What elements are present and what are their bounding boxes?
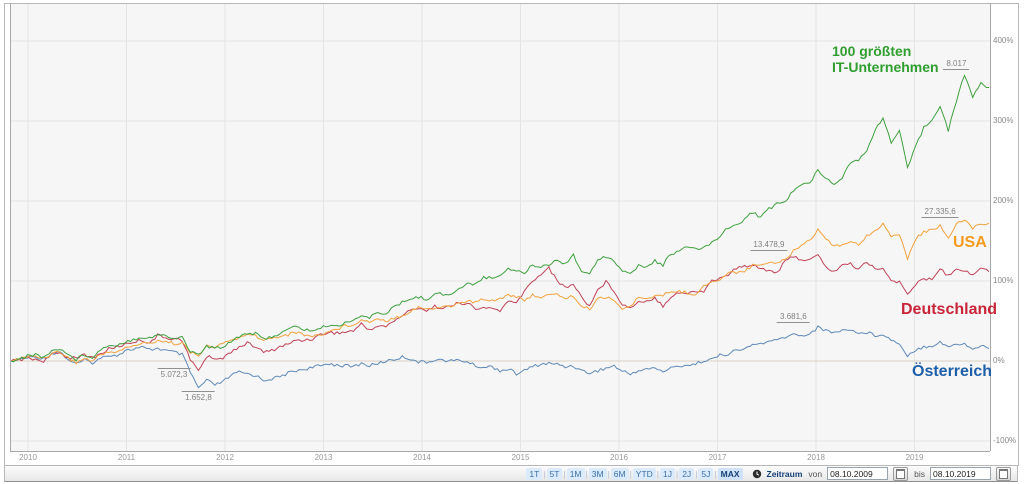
y-axis-label: 400% — [993, 36, 1014, 45]
value-annotation: 27.335,6 — [921, 207, 959, 218]
range-button-5t[interactable]: 5T — [546, 467, 563, 480]
series-label-line: USA — [953, 234, 987, 251]
von-label: von — [808, 468, 823, 479]
button-separator: | — [656, 468, 659, 479]
button-separator: | — [675, 468, 679, 479]
x-axis-label: 2015 — [511, 453, 530, 462]
range-button-1t[interactable]: 1T — [526, 467, 543, 480]
button-separator: | — [585, 468, 588, 479]
y-axis-label: 300% — [993, 116, 1014, 125]
button-separator: | — [714, 468, 717, 479]
series-label--sterreich: Österreich — [912, 363, 992, 381]
range-button-5j[interactable]: 5J — [698, 467, 714, 480]
series-label-usa: USA — [953, 234, 987, 252]
range-button-3m[interactable]: 3M — [588, 467, 607, 480]
button-separator: | — [563, 468, 566, 479]
y-axis-label: -100% — [993, 436, 1017, 445]
series-label-deutschland: Deutschland — [901, 301, 997, 319]
range-button-2j[interactable]: 2J — [679, 467, 695, 480]
series-label-line: IT-Unternehmen — [832, 59, 939, 75]
button-separator: | — [543, 468, 546, 479]
bis-date-input[interactable] — [930, 467, 991, 480]
range-button-1j[interactable]: 1J — [660, 467, 675, 480]
y-axis-label: 200% — [993, 196, 1014, 205]
x-axis-label: 2014 — [413, 453, 431, 462]
von-date-input[interactable] — [827, 467, 889, 480]
series-line-100-gr-ten-it-unternehmen — [11, 74, 989, 363]
button-separator: | — [695, 468, 698, 479]
chart-toolbar: 1T | 5T | 1M | 3M | 6M | YTD | 1J | 2J | 5J | MAX Zeitraum… — [4, 466, 1018, 482]
x-axis-label: 2012 — [216, 453, 234, 462]
calendar-icon — [999, 468, 1008, 479]
range-button-1m[interactable]: 1M — [566, 467, 585, 480]
series-label-line: Österreich — [912, 363, 993, 380]
button-separator: | — [629, 468, 632, 479]
button-separator: | — [607, 468, 610, 479]
range-button-6m[interactable]: 6M — [610, 467, 629, 480]
zeitraum-label: Zeitraum — [766, 468, 803, 479]
x-axis-label: 2018 — [807, 453, 825, 462]
x-axis-label: 2019 — [905, 453, 924, 462]
bis-calendar-button[interactable] — [996, 466, 1011, 481]
zeitraum-clock-icon — [752, 469, 762, 479]
von-calendar-button[interactable] — [893, 466, 909, 481]
calendar-icon — [896, 468, 906, 479]
range-button-ytd[interactable]: YTD — [632, 467, 656, 480]
y-axis-label: 0% — [993, 356, 1005, 365]
series-line-usa — [11, 219, 989, 365]
series-label-line: Deutschland — [901, 301, 998, 318]
series-line--sterreich — [11, 325, 989, 389]
range-buttons: 1T | 5T | 1M | 3M | 6M | YTD | 1J | 2J | 5J | MAX — [526, 467, 743, 480]
bis-label: bis — [914, 468, 925, 479]
value-annotation: 3.681,6 — [777, 312, 810, 324]
series-label-line: 100 größten — [832, 43, 912, 59]
x-axis-label: 2016 — [610, 453, 628, 462]
value-annotation: 13.478,9 — [750, 240, 788, 252]
range-button-max[interactable]: MAX — [717, 467, 743, 480]
value-annotation: 5.072,3 — [157, 368, 191, 379]
x-axis-label: 2010 — [19, 453, 37, 462]
x-axis-label: 2011 — [117, 453, 136, 462]
value-annotation: 8.017 — [943, 59, 970, 71]
y-axis-label: 100% — [993, 276, 1014, 285]
value-annotation: 1.652,8 — [182, 390, 215, 402]
x-axis-label: 2017 — [708, 453, 727, 462]
series-label-100-gr-ten-it-unternehmen: 100 größten IT-Unternehmen — [832, 43, 939, 75]
x-axis-label: 2013 — [314, 453, 333, 462]
